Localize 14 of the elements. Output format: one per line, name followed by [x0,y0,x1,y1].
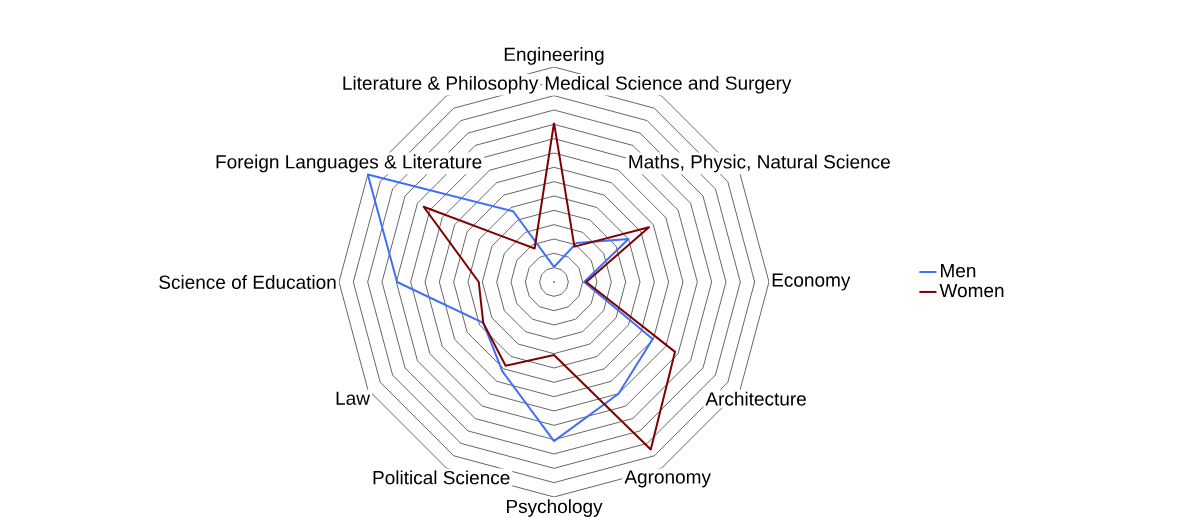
spoke-label: Psychology [506,499,603,517]
spoke-label: Science of Education [159,275,336,289]
spoke-label: Architecture [705,391,806,406]
spoke-label: Engineering [504,47,604,65]
legend-label: Men [941,264,976,278]
spoke-label: Foreign Languages & Literature [216,154,482,173]
spoke-label: Political Science [373,470,510,485]
spoke-label: Economy [772,273,851,291]
spoke-label: Law [336,391,370,405]
legend-label: Women [939,284,1004,298]
spoke-label: Agronomy [624,470,711,488]
spoke-label: Maths, Physic, Natural Science [629,154,890,173]
spoke-label: Medical Science and Surgery [545,75,792,94]
spoke-label: Literature & Philosophy [343,75,539,94]
